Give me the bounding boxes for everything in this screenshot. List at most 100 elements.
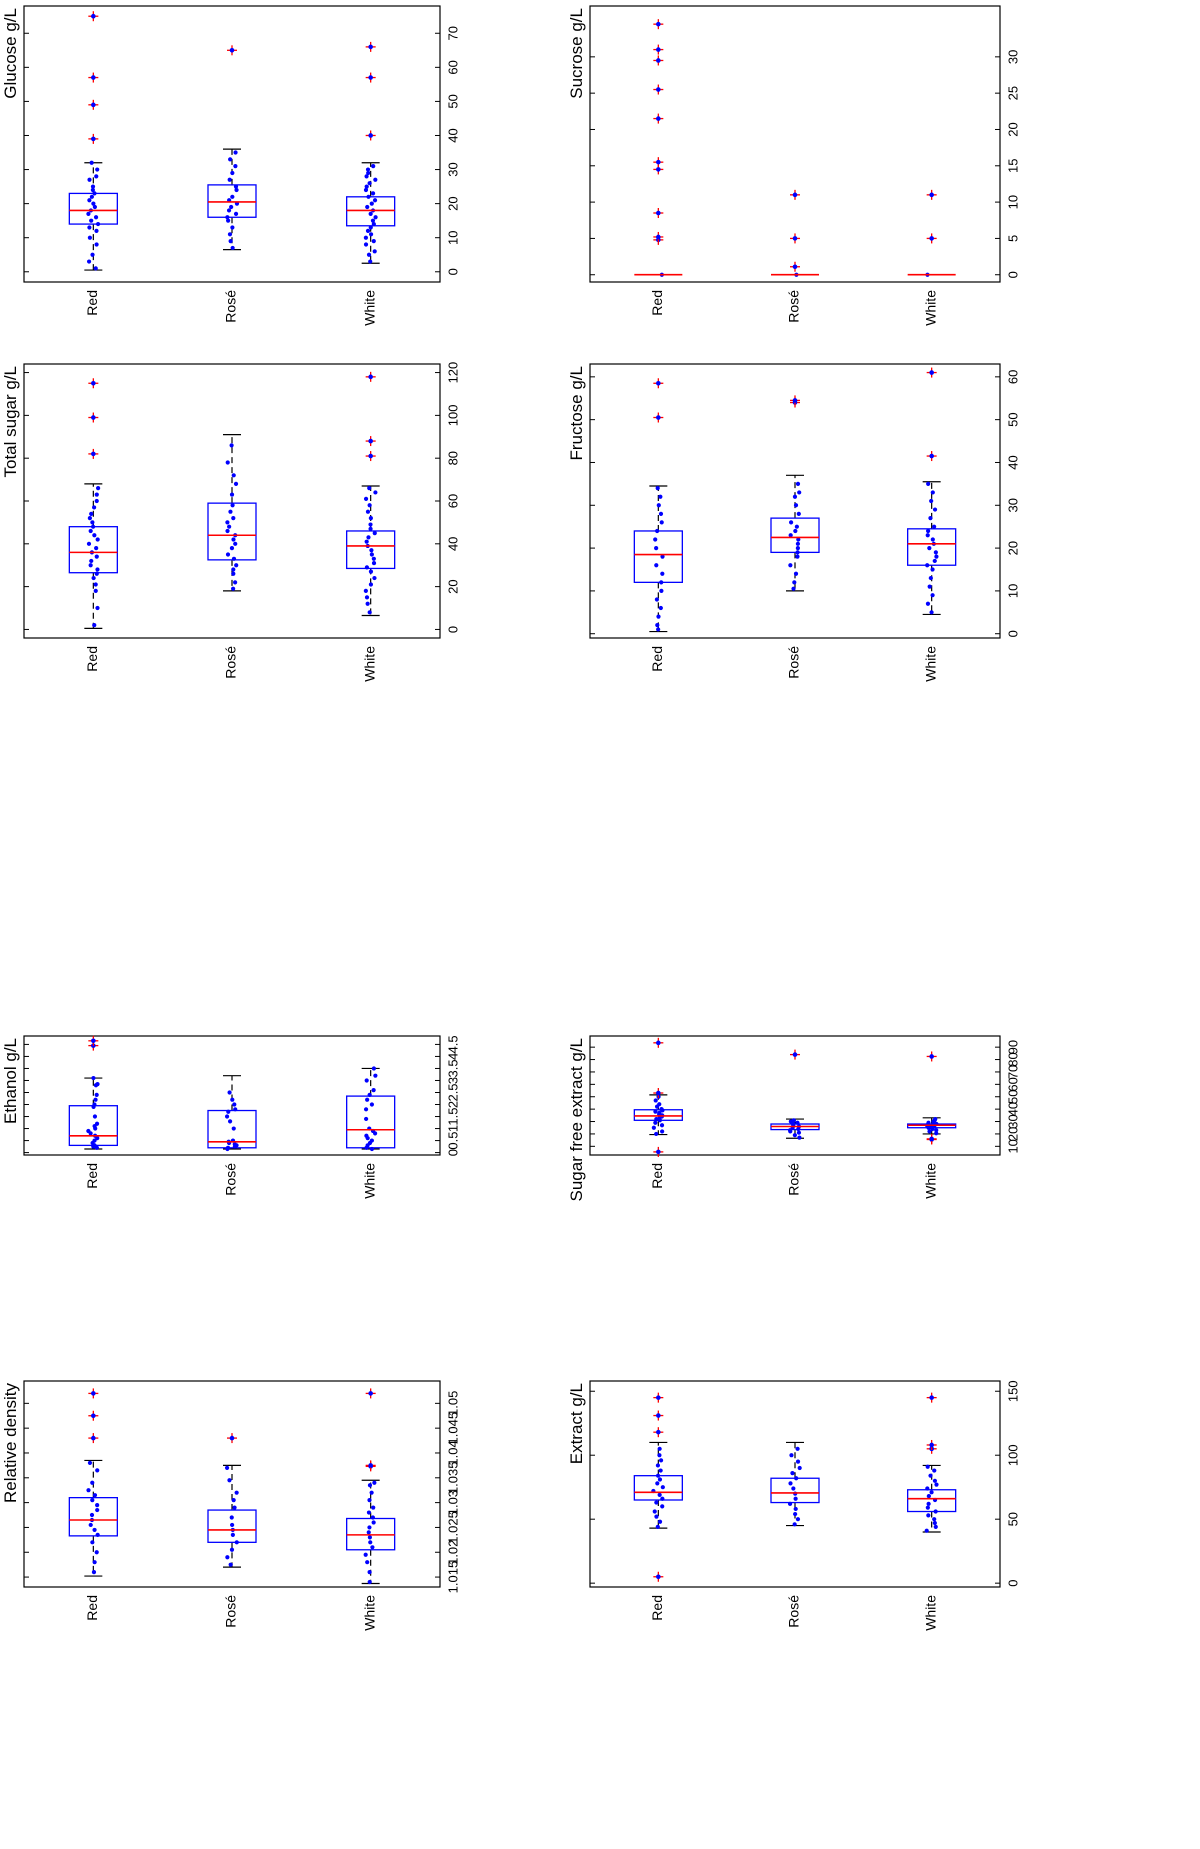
outlier-marker <box>926 1051 937 1062</box>
data-point <box>932 558 937 564</box>
box-rose <box>207 434 257 592</box>
data-point <box>225 528 230 534</box>
outlier-marker <box>365 451 376 462</box>
data-point <box>367 503 372 508</box>
tick-label: 30 <box>446 162 461 176</box>
data-point <box>657 1446 662 1451</box>
outlier-point <box>91 451 96 457</box>
data-point <box>373 490 378 495</box>
outlier-marker <box>926 451 937 462</box>
iqr-box <box>207 184 257 218</box>
data-point <box>925 533 930 538</box>
data-point <box>367 610 372 615</box>
outlier-point <box>91 1413 96 1419</box>
tick-label: 40 <box>1006 1102 1021 1116</box>
data-point <box>657 1477 663 1482</box>
category-label: Rosé <box>786 290 802 323</box>
data-point <box>928 516 933 521</box>
data-point <box>932 524 937 529</box>
box-rose <box>771 189 819 277</box>
data-point <box>365 204 370 210</box>
data-point <box>87 177 92 182</box>
data-point <box>87 235 92 240</box>
outlier-point <box>929 192 934 198</box>
data-point <box>233 150 238 155</box>
outlier-marker <box>365 41 376 52</box>
box-rose <box>770 1441 820 1527</box>
data-point <box>230 245 235 251</box>
data-point <box>233 211 239 216</box>
data-point <box>658 605 663 611</box>
category-label: Rosé <box>786 1595 802 1628</box>
data-point <box>89 218 94 223</box>
data-point <box>231 1498 236 1503</box>
box-rose <box>770 395 820 592</box>
outlier-marker <box>365 436 376 447</box>
outlier-marker <box>88 11 99 22</box>
data-point <box>927 1129 932 1134</box>
data-point <box>230 194 235 199</box>
tick-label: 4.5 <box>446 1035 461 1053</box>
outlier-marker <box>653 1410 664 1421</box>
data-point <box>369 1146 375 1152</box>
data-point <box>660 571 665 576</box>
data-point <box>90 184 96 189</box>
data-point <box>797 1465 802 1471</box>
data-point <box>232 1102 237 1107</box>
outlier-point <box>792 264 798 270</box>
outlier-marker <box>88 412 99 423</box>
data-point <box>787 1501 793 1506</box>
data-point <box>933 1116 938 1122</box>
data-point <box>94 554 99 559</box>
data-point <box>654 545 659 551</box>
data-point <box>95 1532 100 1537</box>
data-point <box>230 1522 235 1528</box>
category-label: White <box>922 290 938 326</box>
data-point <box>365 601 370 606</box>
data-point <box>363 588 368 594</box>
plot-title: Relative density <box>1 1383 20 1504</box>
tick-label: 50 <box>1006 412 1021 426</box>
data-point <box>372 249 377 254</box>
data-point <box>790 1471 795 1476</box>
data-point <box>90 1480 95 1485</box>
tick-label: 10 <box>446 230 461 244</box>
box-white <box>907 367 957 616</box>
data-point <box>227 232 233 237</box>
data-point <box>88 528 93 534</box>
data-point <box>656 503 661 508</box>
tick-label: 1.03 <box>446 1490 461 1515</box>
box-rose <box>207 45 257 251</box>
outlier-point <box>656 1429 661 1435</box>
tick-label: 20 <box>446 196 461 210</box>
data-point <box>369 1102 375 1107</box>
outlier-marker <box>653 1146 664 1157</box>
outlier-marker <box>227 45 237 56</box>
data-point <box>86 541 92 546</box>
outlier-marker <box>653 231 664 242</box>
data-point <box>365 167 371 172</box>
data-point <box>93 266 98 271</box>
data-point <box>226 208 232 213</box>
category-label: White <box>922 1595 938 1631</box>
box-red <box>633 1037 683 1157</box>
data-point <box>930 567 935 572</box>
data-point <box>793 528 798 534</box>
panel-total-sugar-g-l: Total sugar g/L 0 20 40 60 80 100 120 Red Rosé Whi… <box>1 362 461 682</box>
outlier-point <box>656 1574 661 1580</box>
box-rose <box>207 1433 257 1568</box>
data-point <box>226 1109 231 1114</box>
box-white <box>907 1392 957 1533</box>
outlier-point <box>91 380 96 386</box>
tick-label: 10 <box>1006 1139 1021 1153</box>
data-point <box>228 1562 233 1567</box>
data-point <box>926 1120 931 1125</box>
data-point <box>928 575 933 581</box>
data-point <box>234 187 239 193</box>
data-point <box>372 198 378 203</box>
box-red <box>68 1035 118 1150</box>
box-red <box>68 1388 118 1577</box>
outlier-marker <box>790 261 800 272</box>
outlier-marker <box>653 19 664 30</box>
tick-label: 0.5 <box>446 1132 461 1150</box>
